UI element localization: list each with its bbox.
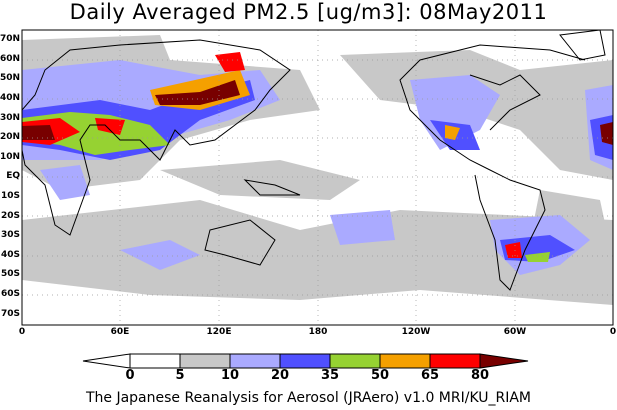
colorbar-label: 50 xyxy=(370,368,390,383)
lat-label: 40S xyxy=(0,250,20,260)
colorbar-label: 80 xyxy=(470,368,490,383)
lat-label: EQ xyxy=(6,171,20,181)
colorbar-label: 35 xyxy=(320,368,340,383)
pm-hotspots xyxy=(22,52,613,262)
lon-label: 120W xyxy=(401,327,431,337)
lon-label: 60W xyxy=(503,327,527,337)
lat-label: 20N xyxy=(0,132,21,142)
lat-label: 40N xyxy=(0,93,21,103)
lon-label: 180 xyxy=(308,327,328,337)
credit-text: The Japanese Reanalysis for Aerosol (JRA… xyxy=(85,390,532,406)
colorbar-label: 65 xyxy=(420,368,440,383)
colorbar xyxy=(82,353,529,369)
lat-label: 10S xyxy=(0,191,20,201)
lat-label: 70S xyxy=(0,309,20,319)
coastlines xyxy=(22,30,606,291)
map-frame xyxy=(21,29,614,326)
lat-label: 10N xyxy=(0,152,21,162)
colorbar-label: 10 xyxy=(220,368,240,383)
lon-label: 60E xyxy=(110,327,130,337)
lon-label: 120E xyxy=(206,327,232,337)
lon-label: 0 xyxy=(18,327,26,337)
lat-label: 70N xyxy=(0,34,21,44)
lat-label: 20S xyxy=(0,211,20,221)
lat-label: 30S xyxy=(0,230,20,240)
map-title: Daily Averaged PM2.5 [ug/m3]: 08May2011 xyxy=(69,0,548,24)
colorbar-label: 5 xyxy=(175,368,185,383)
lat-label: 50S xyxy=(0,269,20,279)
colorbar-label: 20 xyxy=(270,368,290,383)
lat-label: 50N xyxy=(0,73,21,83)
lat-label: 60S xyxy=(0,289,20,299)
lat-label: 30N xyxy=(0,113,21,123)
lon-label: 0 xyxy=(609,327,617,337)
colorbar-label: 0 xyxy=(125,368,135,383)
lat-label: 60N xyxy=(0,54,21,64)
